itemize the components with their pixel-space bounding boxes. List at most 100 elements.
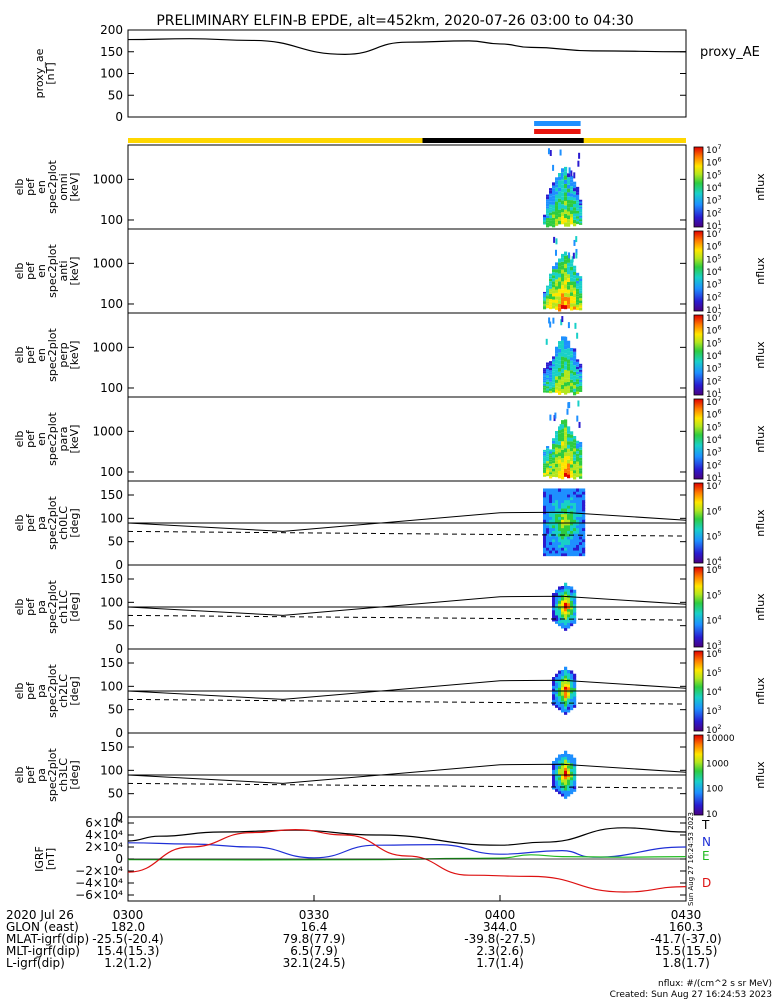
spectrogram-cell [558,448,562,453]
spectrogram-cell [558,508,562,512]
spectrogram-cell [549,361,553,364]
spectrogram-cell [579,206,583,209]
spectrogram-cell [558,600,562,604]
spectrogram-cell [546,368,550,372]
spectrogram-cell [561,541,565,545]
spectrogram-cell [570,370,574,374]
spectrogram-cell [561,505,565,509]
spectrogram-cell [579,214,583,216]
spectrogram-cell [570,513,574,517]
spectrogram-cell [576,440,580,444]
spectrogram-cell [555,614,559,619]
spectrogram-cell [558,494,562,498]
spectrogram-cell [573,463,577,468]
y-axis-label: en [35,264,48,278]
spectrogram-cell [573,216,577,220]
spectrogram-speckle [561,316,564,323]
spectrogram-cell [567,470,571,475]
spectrogram-cell [576,466,580,470]
spectrogram-cell [567,467,571,471]
spectrogram-cell [570,704,574,708]
spectrogram-speckle [568,167,571,174]
spectrogram-cell [552,198,556,202]
spectrogram-cell [555,533,559,537]
spectrogram-cell [549,281,553,284]
spectrogram-cell [573,194,577,198]
spectrogram-cell [570,776,574,781]
spectrogram-cell [558,617,562,621]
spectrogram-cell [564,345,568,350]
spectrogram-cell [561,356,565,361]
spectrogram-cell [558,191,562,195]
spectrogram-cell [555,205,559,209]
spectrogram-cell [561,273,565,278]
spectrogram-cell [561,180,565,185]
y-axis-label: elb [13,683,26,700]
spectrogram-cell [558,183,562,188]
spectrogram-cell [576,453,580,457]
spectrogram-cell [552,452,556,455]
spectrogram-cell [564,305,568,310]
colorbar-tick-label: 103 [706,705,721,717]
spectrogram-speckle [547,148,550,155]
spectrogram-cell [570,670,574,674]
spectrogram-cell [552,607,556,611]
spectrogram-cell [573,519,577,523]
colorbar-tick-label: 104 [706,615,721,627]
spectrogram-cell [543,524,547,529]
spectrogram-cell [573,210,577,214]
colorbar-tick-label: 106 [706,409,721,421]
spectrogram-cell [570,508,574,512]
spectrogram-cell [573,290,577,294]
colorbar-gradient [693,734,704,816]
spectrogram-cell [555,496,559,501]
spectrogram-cell [567,177,571,181]
spectrogram-cell [552,696,556,700]
spectrogram-cell [543,383,547,386]
x-tick-value: 6.5(7.9) [290,944,338,958]
spectrogram-cell [555,760,559,764]
spectrogram-cell [558,502,562,506]
spectrogram-cell [555,450,559,455]
spectrogram-cell [555,454,559,458]
spectrogram-speckle [570,170,573,177]
spectrogram-cell [576,286,580,289]
spectrogram-cell [543,214,547,216]
spectrogram-cell [549,499,553,503]
panel-8: 050100150elbpefpaspec2plotch2LC[deg]1021… [13,648,767,740]
spectrogram-cell [555,696,559,700]
spectrogram-speckle [575,248,578,255]
spectrogram-cell [570,530,574,534]
spectrogram-cell [555,346,559,351]
spectrogram-cell [552,224,556,228]
spectrogram-cell [546,454,550,457]
spectrogram-cell [576,496,580,501]
spectrogram-speckle [552,317,555,324]
y-axis-label: [nT] [44,848,57,870]
spectrogram-cell [570,295,574,300]
spectrogram-cell [561,261,565,266]
spectrogram-cell [555,544,559,548]
spectrogram-cell [567,430,571,434]
spectrogram-cell [567,441,571,445]
spectrogram-cell [543,491,547,495]
spectrogram-cell [552,208,556,212]
spectrogram-cell [561,424,565,429]
spectrogram-cell [552,677,556,681]
spectrogram-cell [564,686,568,690]
spectrogram-cell [579,447,583,450]
spectrogram-cell [573,598,577,602]
spectrogram-cell [546,386,550,389]
spectrogram-cell [549,516,553,520]
spectrogram-cell [579,449,583,453]
spectrogram-cell [561,388,565,394]
spectrogram-cell [579,365,583,368]
spectrogram-cell [561,588,565,593]
spectrogram-cell [552,389,556,393]
spectrogram-cell [570,768,574,772]
y-tick-label: 100 [100,381,123,395]
spectrogram-cell [579,387,583,390]
spectrogram-cell [546,524,550,529]
spectrogram-cell [543,375,547,377]
spectrogram-cell [546,541,550,545]
